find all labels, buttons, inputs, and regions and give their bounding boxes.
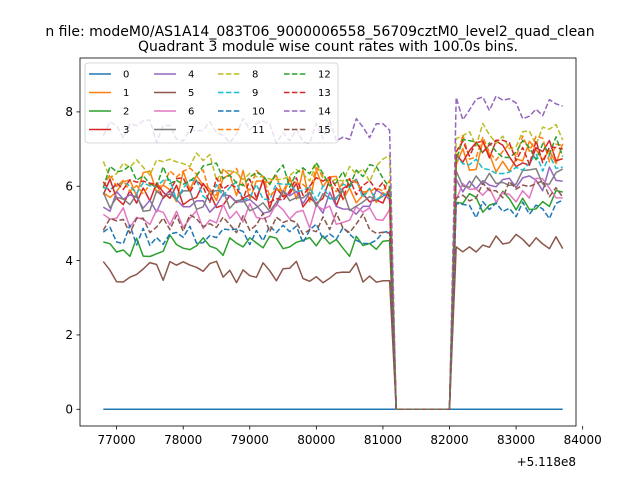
legend-entry-4[interactable]: 4 [154,70,194,81]
series-line-9 [103,153,563,411]
x-offset-label: +5.118e8 [517,455,576,469]
legend-entry-12[interactable]: 12 [284,70,331,81]
legend-label: 14 [318,107,331,118]
legend-entry-0[interactable]: 0 [89,70,129,81]
series-line-13 [102,139,563,411]
legend-entry-15[interactable]: 15 [284,125,331,136]
legend-label: 4 [188,70,194,81]
legend-label: 9 [252,88,258,99]
plot-area-frame [79,57,577,427]
x-tick-label: 84000 [564,433,602,447]
y-axis: 0 2 4 6 8 [65,105,80,417]
legend-entry-14[interactable]: 14 [284,107,331,118]
series-layer [102,95,564,411]
series-line-11 [102,134,563,411]
legend-label: 12 [318,70,331,81]
x-tick-label: 79000 [231,433,269,447]
x-tick-label: 80000 [297,433,335,447]
legend-entry-8[interactable]: 8 [218,70,258,81]
x-axis: 77000 78000 79000 80000 81000 82000 83000 84000 [98,426,602,447]
legend-label: 11 [252,125,265,136]
legend-label: 10 [252,107,265,118]
x-tick-label: 77000 [98,433,136,447]
series-line-10 [102,199,564,411]
series-line-15 [102,179,564,411]
legend-label: 3 [123,125,129,136]
series-line-7 [102,167,564,411]
y-tick-label: 6 [65,180,73,194]
legend-entry-9[interactable]: 9 [218,88,258,99]
legend-label: 15 [318,125,331,136]
legend-entry-10[interactable]: 10 [218,107,265,118]
legend-entry-7[interactable]: 7 [154,125,194,136]
legend-entry-3[interactable]: 3 [89,125,129,136]
y-tick-label: 0 [65,403,73,417]
legend-label: 0 [123,70,129,81]
x-tick-label: 81000 [364,433,402,447]
legend-entry-11[interactable]: 11 [218,125,265,136]
chart-suptitle: n file: modeM0/AS1A14_083T06_9000006558_… [45,24,594,40]
chart-title: Quadrant 3 module wise count rates with … [138,39,518,55]
legend-entry-6[interactable]: 6 [154,107,194,118]
legend-entry-13[interactable]: 13 [284,88,331,99]
series-line-4 [102,166,563,411]
legend-label: 1 [123,88,129,99]
series-line-6 [102,177,563,411]
x-tick-label: 78000 [164,433,202,447]
legend-label: 8 [252,70,258,81]
series-line-2 [103,189,563,411]
legend-entry-1[interactable]: 1 [89,88,129,99]
series-line-5 [102,233,564,411]
y-tick-label: 2 [65,328,73,342]
legend-entry-5[interactable]: 5 [154,88,194,99]
legend-label: 6 [188,107,194,118]
y-tick-label: 4 [65,254,73,268]
legend-label: 5 [188,88,194,99]
legend-frame [84,62,339,144]
x-tick-label: 83000 [497,433,535,447]
series-line-8 [102,122,564,411]
legend-label: 2 [123,107,129,118]
x-tick-label: 82000 [430,433,468,447]
legend-label: 13 [318,88,331,99]
legend-label: 7 [188,125,194,136]
legend-entry-2[interactable]: 2 [89,107,129,118]
y-tick-label: 8 [65,105,73,119]
